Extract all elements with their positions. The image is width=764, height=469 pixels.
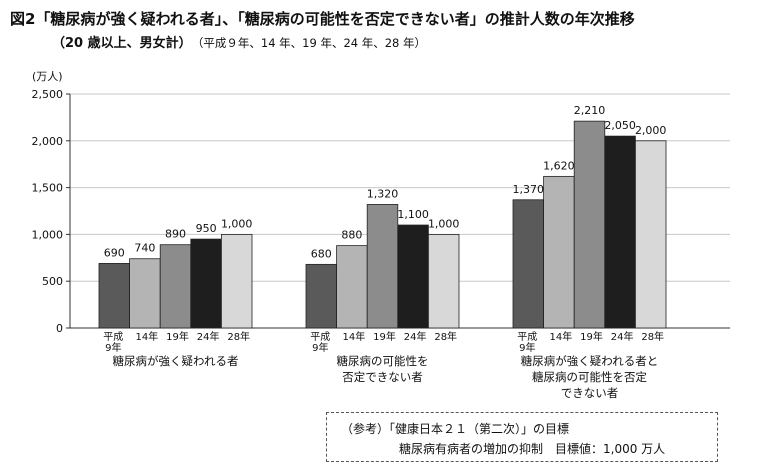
x-tick-label: 14年: [136, 330, 159, 343]
x-tick-label: 19年: [166, 330, 189, 343]
x-tick-label-line: 9年: [105, 341, 121, 354]
bars: [98, 120, 667, 329]
data-label: 1,000: [221, 217, 253, 230]
x-tick-label: 24年: [611, 330, 634, 343]
x-tick-label-line: 19年: [373, 330, 396, 343]
bar: [427, 233, 460, 329]
x-tick-label-line: 24年: [611, 330, 634, 343]
x-tick-label-line: 28年: [641, 330, 664, 343]
chart-title: 図2「糖尿病が強く疑われる者」、「糖尿病の可能性を否定できない者」の推計人数の年…: [10, 10, 635, 28]
y-tick-label: 2,000: [32, 135, 64, 148]
data-label: 880: [341, 229, 362, 242]
bar: [366, 204, 399, 329]
y-tick-label: 1,000: [32, 228, 64, 241]
group-label: 糖尿病が強く疑われる者と: [521, 354, 658, 368]
group-label: 糖尿病の可能性を否定: [532, 370, 647, 384]
x-tick-label: 平成 9年: [517, 331, 537, 354]
x-tick-label: 19年: [373, 330, 396, 343]
data-label: 1,000: [428, 217, 460, 230]
data-label: 890: [165, 228, 186, 241]
x-tick-label-line: 平成: [103, 331, 123, 343]
x-tick-label-line: 19年: [166, 330, 189, 343]
bar: [159, 244, 192, 329]
y-axis-unit-label: (万人): [32, 70, 63, 83]
x-tick-label: 28年: [227, 330, 250, 343]
data-label: 950: [196, 222, 217, 235]
bar: [397, 224, 429, 329]
data-label: 690: [104, 246, 125, 259]
chart-subtitle: （20 歳以上、男女計） （平成９年、14 年、19 年、24 年、28 年）: [52, 32, 426, 51]
group-label: 糖尿病が強く疑われる者: [113, 354, 239, 368]
x-tick-label-line: 9年: [519, 341, 535, 354]
x-tick-label-line: 14年: [550, 330, 573, 343]
x-tick-label-line: 9年: [312, 341, 328, 354]
bar: [573, 120, 606, 329]
bar: [98, 263, 131, 329]
data-label: 2,000: [635, 124, 667, 137]
x-tick-label-line: 28年: [227, 330, 250, 343]
x-tick-label: 平成 9年: [103, 331, 123, 354]
reference-target: 糖尿病有病者の増加の抑制 目標値：1,000 万人: [399, 442, 666, 456]
bar: [336, 245, 368, 329]
data-label: 1,370: [513, 183, 545, 196]
x-tick-label: 14年: [343, 330, 366, 343]
bar: [635, 140, 667, 329]
reference-title: （参考）「健康日本２１（第二次）」の目標: [341, 422, 570, 436]
data-label: 1,620: [543, 159, 575, 172]
x-tick-label-line: 24年: [404, 330, 427, 343]
x-tick-label: 19年: [580, 330, 603, 343]
bar: [604, 135, 636, 329]
x-tick-label-line: 24年: [197, 330, 220, 343]
data-label: 1,320: [367, 187, 399, 200]
bar: [543, 175, 575, 329]
x-tick-label-line: 平成: [517, 331, 537, 343]
x-tick-label-line: 14年: [343, 330, 366, 343]
bar: [305, 263, 338, 329]
y-tick-label: 0: [56, 322, 63, 335]
data-label: 2,050: [604, 119, 636, 132]
x-tick-label: 平成 9年: [310, 331, 330, 354]
subtitle-years: （平成９年、14 年、19 年、24 年、28 年）: [197, 36, 427, 50]
x-tick-label-line: 平成: [310, 331, 330, 343]
x-tick-label-line: 19年: [580, 330, 603, 343]
data-label: 2,210: [574, 104, 606, 117]
data-label: 680: [311, 247, 332, 260]
bar: [129, 258, 161, 329]
data-label: 1,100: [397, 208, 429, 221]
x-tick-label: 24年: [404, 330, 427, 343]
group-label: 糖尿病の可能性を: [337, 354, 429, 368]
x-tick-label: 28年: [641, 330, 664, 343]
x-tick-label: 14年: [550, 330, 573, 343]
bar: [190, 238, 222, 329]
reference-box: （参考）「健康日本２１（第二次）」の目標 糖尿病有病者の増加の抑制 目標値：1,…: [326, 412, 718, 462]
x-tick-label: 24年: [197, 330, 220, 343]
y-tick-label: 1,500: [32, 182, 64, 195]
group-label: 否定できない者: [342, 370, 423, 384]
x-tick-label-line: 14年: [136, 330, 159, 343]
data-label: 740: [134, 242, 155, 255]
x-tick-label-line: 28年: [434, 330, 457, 343]
bar: [220, 233, 253, 329]
x-tick-label: 28年: [434, 330, 457, 343]
group-label: できない者: [561, 386, 619, 400]
bar: [512, 199, 545, 329]
y-tick-label: 2,500: [32, 88, 64, 101]
y-tick-label: 500: [42, 275, 63, 288]
subtitle-population: （20 歳以上、男女計）: [52, 36, 192, 51]
